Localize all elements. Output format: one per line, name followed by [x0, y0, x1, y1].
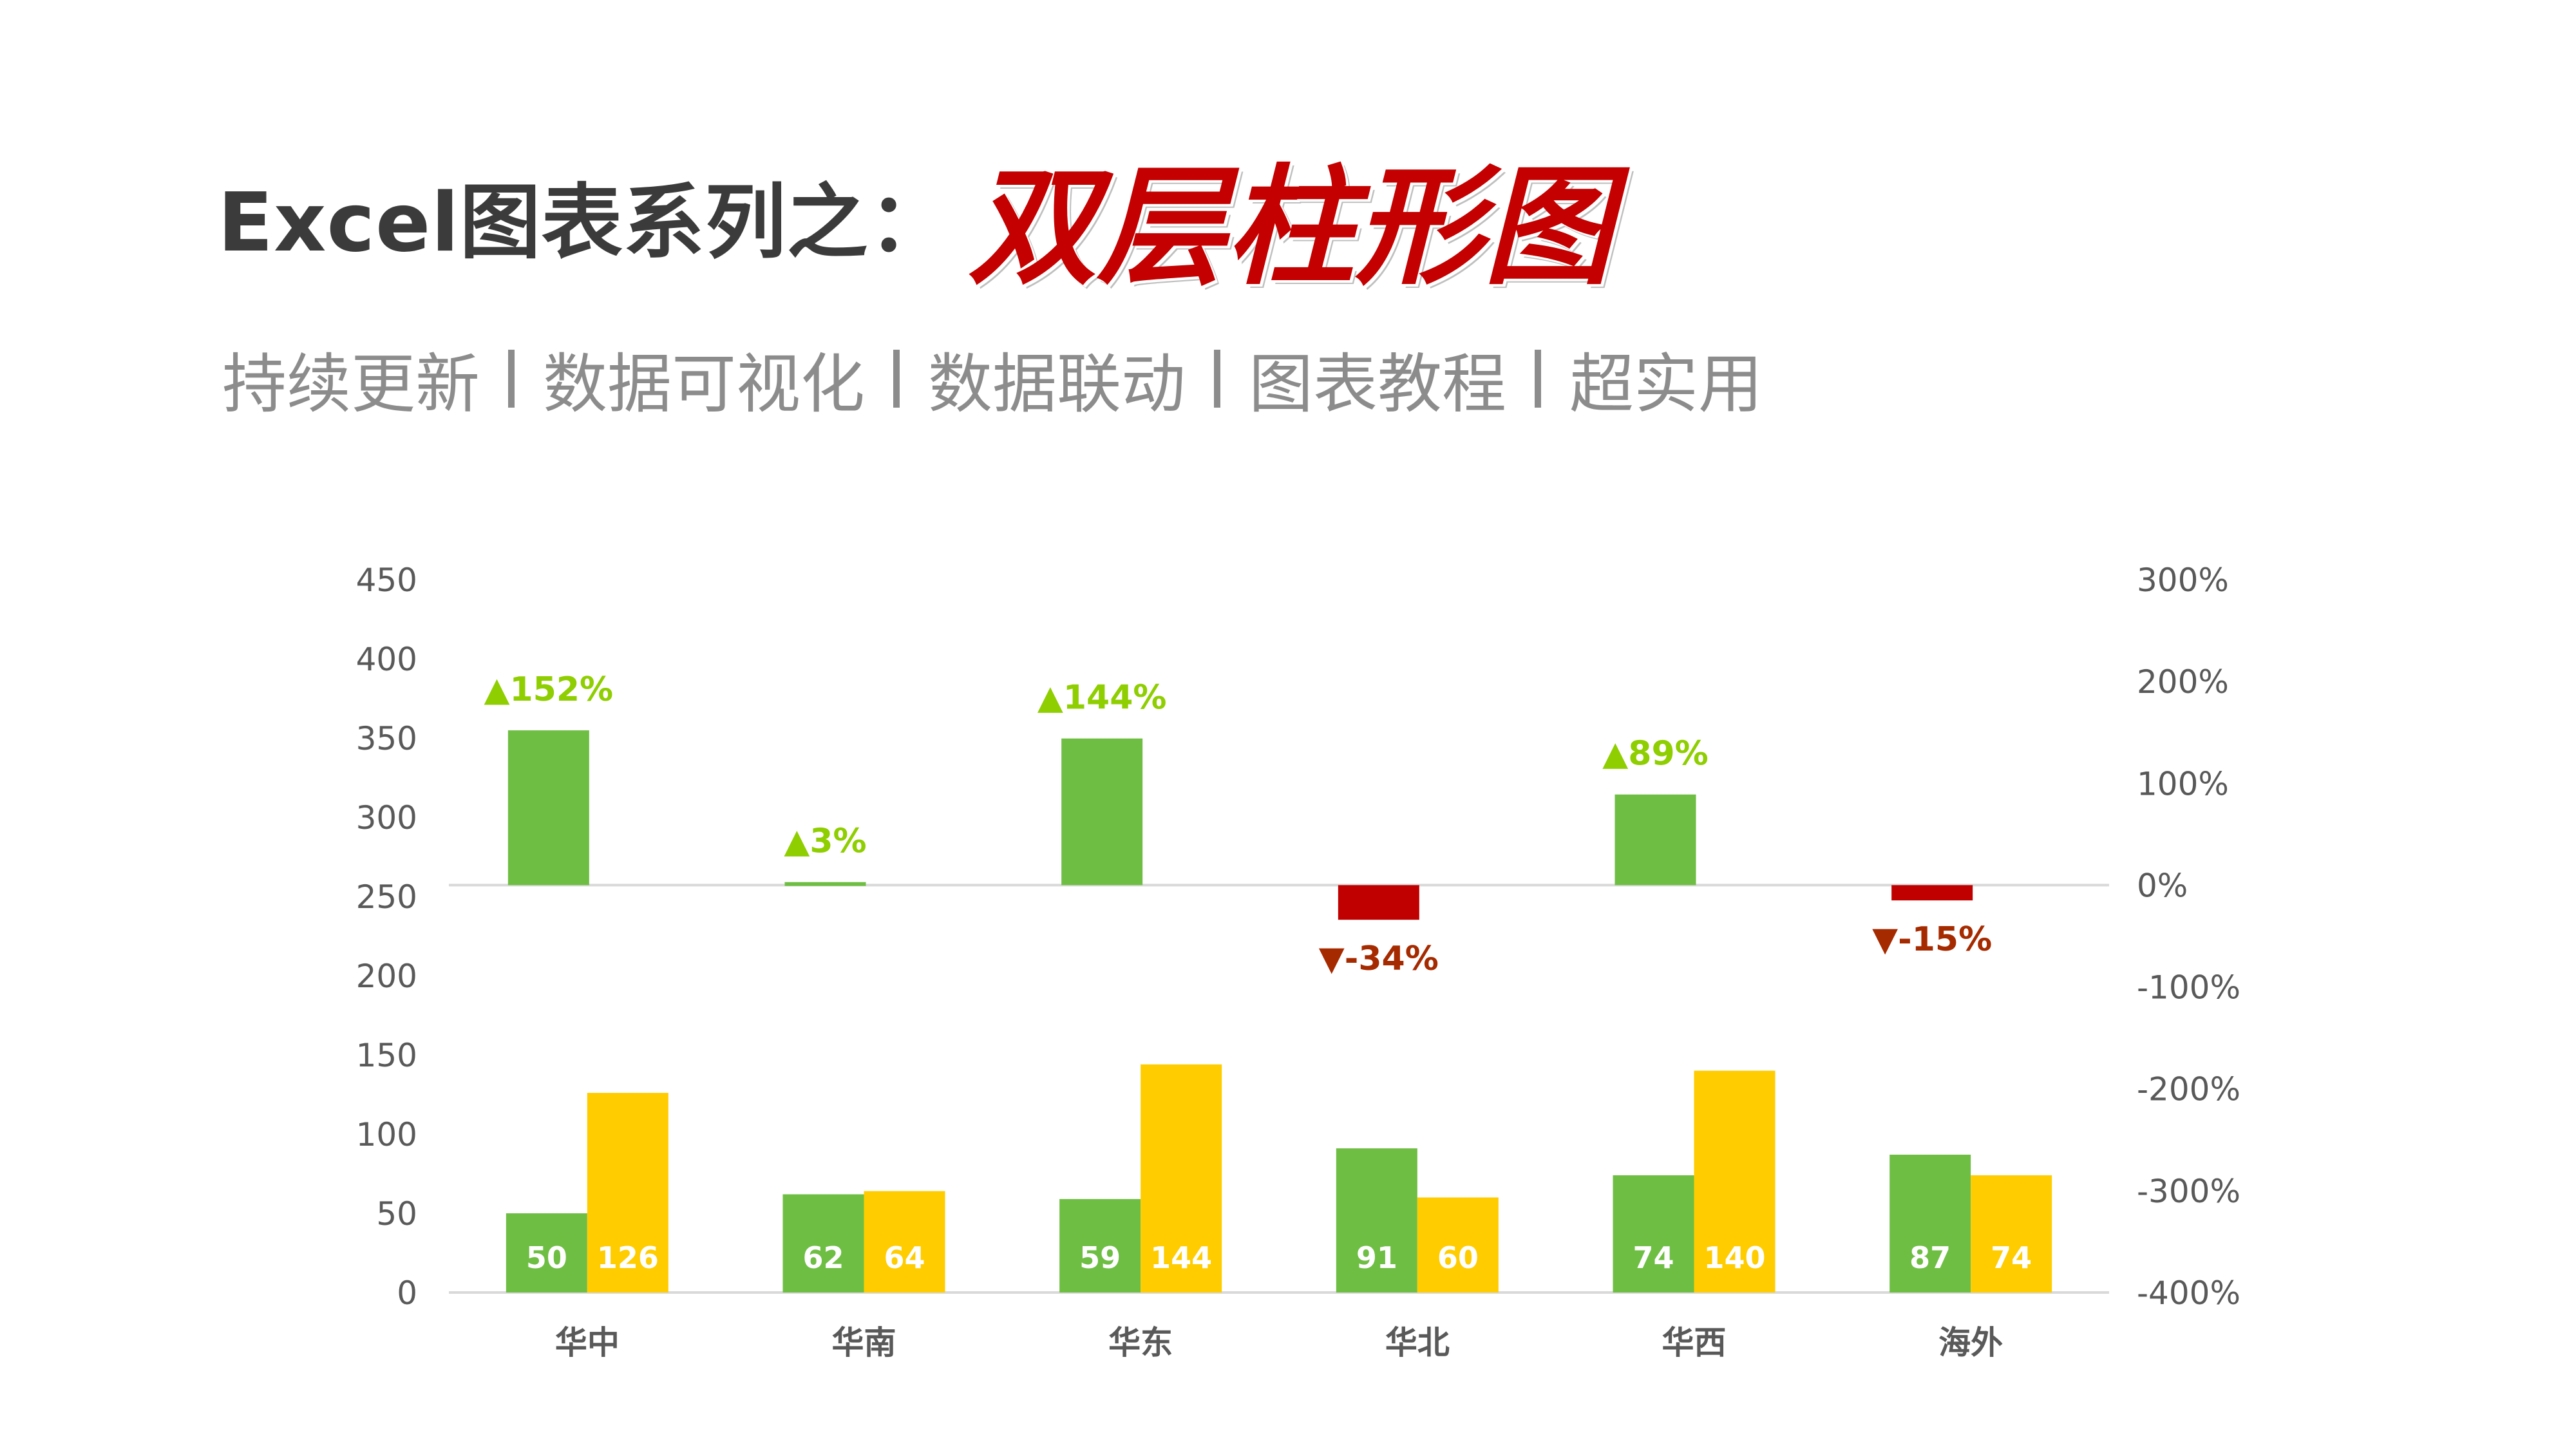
bar-growth	[1338, 885, 1419, 920]
data-label-series2: 60	[1437, 1240, 1479, 1275]
y2-tick-label: 100%	[2137, 765, 2229, 802]
y2-tick-label: 200%	[2137, 663, 2229, 701]
data-label-series1: 62	[802, 1240, 844, 1275]
title-row: Excel图表系列之： 双层柱形图	[218, 145, 1613, 303]
title-main: 双层柱形图	[968, 153, 1613, 303]
x-tick-label: 华南	[832, 1324, 896, 1361]
y-tick-label: 400	[356, 641, 417, 678]
bar-series1	[506, 1213, 587, 1293]
bar-series1	[1889, 1154, 1971, 1293]
y2-tick-label: 300%	[2137, 562, 2229, 599]
y2-tick-label: -300%	[2137, 1173, 2240, 1210]
bar-series1	[1059, 1198, 1141, 1293]
bar-series2	[1971, 1175, 2052, 1293]
bar-series2	[1694, 1070, 1776, 1293]
bar-series1	[1613, 1175, 1694, 1293]
bar-series2	[1141, 1064, 1222, 1293]
data-label-series2: 126	[597, 1240, 659, 1275]
bar-series1	[782, 1194, 864, 1293]
growth-label: ▼-34%	[1319, 940, 1439, 978]
y-tick-label: 0	[397, 1274, 417, 1312]
y2-tick-label: -200%	[2137, 1071, 2240, 1108]
bar-series2	[1417, 1197, 1499, 1293]
bar-growth	[784, 882, 866, 886]
growth-label: ▲89%	[1602, 735, 1708, 773]
x-tick-label: 华中	[555, 1324, 620, 1361]
subtitle-separator	[893, 349, 900, 408]
y-tick-label: 50	[376, 1195, 417, 1233]
bar-growth	[1615, 794, 1696, 886]
y-tick-label: 250	[356, 878, 417, 916]
y-tick-label: 100	[356, 1116, 417, 1153]
subtitle: 持续更新 数据可视化 数据联动 图表教程 超实用	[222, 332, 1763, 425]
x-tick-label: 海外	[1938, 1324, 2003, 1361]
subtitle-item: 数据可视化	[543, 346, 865, 422]
subtitle-separator	[508, 349, 515, 408]
growth-label: ▼-15%	[1872, 920, 1992, 959]
bar-growth	[507, 730, 589, 886]
data-label-series1: 74	[1633, 1240, 1674, 1275]
data-label-series1: 87	[1909, 1240, 1951, 1275]
data-label-series1: 50	[526, 1240, 567, 1275]
data-label-series2: 140	[1703, 1240, 1765, 1275]
data-label-series2: 64	[884, 1240, 925, 1275]
bar-series2	[587, 1093, 668, 1293]
x-tick-label: 华西	[1662, 1324, 1727, 1361]
y-tick-label: 150	[356, 1037, 417, 1074]
data-label-series2: 144	[1150, 1240, 1212, 1275]
x-tick-label: 华东	[1108, 1324, 1173, 1361]
subtitle-item: 超实用	[1569, 346, 1763, 422]
subtitle-item: 数据联动	[928, 346, 1186, 422]
growth-label: ▲152%	[484, 670, 614, 709]
bar-growth	[1061, 738, 1143, 886]
bar-series1	[1336, 1148, 1417, 1293]
y-tick-label: 350	[356, 720, 417, 757]
x-tick-label: 华北	[1385, 1324, 1450, 1361]
y2-tick-label: 0%	[2137, 867, 2188, 904]
y-tick-label: 200	[356, 958, 417, 995]
data-label-series1: 91	[1356, 1240, 1397, 1275]
bar-growth	[1891, 885, 1973, 901]
y2-tick-label: -400%	[2137, 1274, 2240, 1312]
subtitle-item: 图表教程	[1249, 346, 1506, 422]
bar-series2	[864, 1191, 945, 1293]
growth-label: ▲3%	[784, 822, 866, 861]
subtitle-item: 持续更新	[222, 346, 480, 422]
subtitle-separator	[1535, 349, 1541, 408]
title-prefix: Excel图表系列之：	[218, 175, 951, 270]
growth-label: ▲144%	[1037, 679, 1167, 717]
data-label-series1: 59	[1079, 1240, 1121, 1275]
y2-tick-label: -100%	[2137, 969, 2240, 1007]
y-tick-label: 300	[356, 799, 417, 837]
y-tick-label: 450	[356, 562, 417, 599]
subtitle-separator	[1214, 349, 1220, 408]
data-label-series2: 74	[1991, 1240, 2032, 1275]
